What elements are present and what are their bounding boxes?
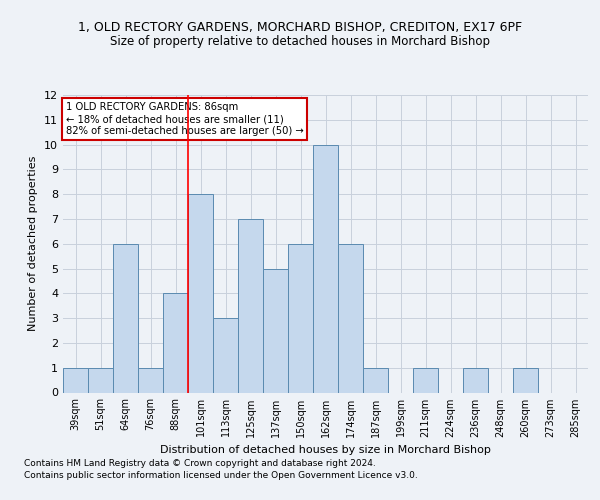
Text: Size of property relative to detached houses in Morchard Bishop: Size of property relative to detached ho…: [110, 34, 490, 48]
Bar: [138, 368, 163, 392]
Text: 1 OLD RECTORY GARDENS: 86sqm
← 18% of detached houses are smaller (11)
82% of se: 1 OLD RECTORY GARDENS: 86sqm ← 18% of de…: [65, 102, 304, 136]
Bar: [238, 219, 263, 392]
Bar: [313, 144, 338, 392]
Bar: [338, 244, 363, 392]
Y-axis label: Number of detached properties: Number of detached properties: [28, 156, 38, 332]
Bar: [188, 194, 213, 392]
Bar: [363, 368, 388, 392]
Bar: [288, 244, 313, 392]
Text: 1, OLD RECTORY GARDENS, MORCHARD BISHOP, CREDITON, EX17 6PF: 1, OLD RECTORY GARDENS, MORCHARD BISHOP,…: [78, 21, 522, 34]
Bar: [513, 368, 538, 392]
Bar: [213, 318, 238, 392]
Bar: [63, 368, 88, 392]
Bar: [463, 368, 488, 392]
Bar: [263, 268, 288, 392]
Bar: [413, 368, 438, 392]
Bar: [88, 368, 113, 392]
X-axis label: Distribution of detached houses by size in Morchard Bishop: Distribution of detached houses by size …: [160, 445, 491, 455]
Text: Contains HM Land Registry data © Crown copyright and database right 2024.: Contains HM Land Registry data © Crown c…: [24, 460, 376, 468]
Bar: [113, 244, 138, 392]
Text: Contains public sector information licensed under the Open Government Licence v3: Contains public sector information licen…: [24, 470, 418, 480]
Bar: [163, 294, 188, 392]
